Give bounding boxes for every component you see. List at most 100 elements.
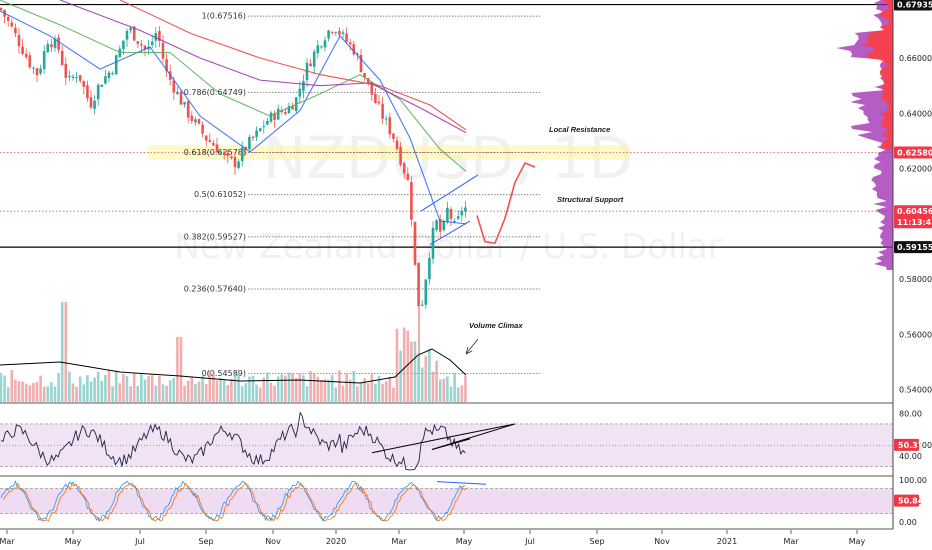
- sma-50-line[interactable]: [0, 0, 467, 172]
- candle[interactable]: [10, 18, 14, 29]
- candle[interactable]: [186, 99, 190, 124]
- candle[interactable]: [323, 36, 327, 52]
- sma-20-line[interactable]: [0, 10, 467, 225]
- candle[interactable]: [348, 38, 352, 51]
- candle[interactable]: [334, 31, 338, 36]
- candle[interactable]: [75, 71, 78, 83]
- price-axis[interactable]: 0.660000.640000.620000.600000.580000.560…: [892, 0, 932, 550]
- candle[interactable]: [464, 201, 467, 218]
- candle[interactable]: [298, 81, 302, 104]
- candle[interactable]: [226, 150, 230, 164]
- candle[interactable]: [345, 27, 348, 44]
- candle[interactable]: [104, 69, 107, 85]
- rsi-divergence-line[interactable]: [371, 438, 441, 454]
- candle[interactable]: [14, 23, 17, 37]
- stochastic-pane[interactable]: [0, 475, 893, 530]
- candle[interactable]: [32, 66, 35, 74]
- candle[interactable]: [3, 9, 6, 24]
- candle[interactable]: [230, 155, 233, 160]
- candle[interactable]: [50, 39, 53, 53]
- candle[interactable]: [150, 34, 154, 49]
- candle[interactable]: [402, 161, 406, 179]
- candle[interactable]: [305, 58, 309, 88]
- candle[interactable]: [107, 70, 111, 82]
- candle[interactable]: [399, 142, 402, 167]
- candle[interactable]: [125, 28, 129, 47]
- candle[interactable]: [395, 136, 399, 151]
- candle[interactable]: [136, 41, 140, 49]
- candle[interactable]: [46, 40, 50, 53]
- time-axis[interactable]: Mar May Jul Sep Nov 2020 Mar May Jul Sep Nov 2021 Ma…: [0, 530, 932, 550]
- candle[interactable]: [269, 110, 273, 124]
- candle[interactable]: [248, 134, 251, 152]
- candle[interactable]: [320, 45, 323, 50]
- candle[interactable]: [28, 51, 32, 70]
- candle[interactable]: [215, 137, 219, 153]
- candle[interactable]: [35, 67, 39, 83]
- candle[interactable]: [57, 33, 60, 54]
- candle[interactable]: [356, 52, 359, 61]
- candle[interactable]: [309, 58, 312, 67]
- candle[interactable]: [111, 71, 114, 76]
- candle[interactable]: [316, 40, 320, 59]
- candle[interactable]: [428, 252, 431, 285]
- candle[interactable]: [53, 35, 57, 52]
- candle[interactable]: [190, 111, 194, 125]
- candle[interactable]: [24, 48, 28, 60]
- candle[interactable]: [64, 57, 68, 86]
- candle[interactable]: [327, 29, 330, 42]
- candle[interactable]: [302, 74, 305, 99]
- candle[interactable]: [449, 206, 453, 227]
- candle[interactable]: [374, 87, 377, 104]
- candle[interactable]: [86, 80, 89, 102]
- candle[interactable]: [258, 127, 262, 133]
- stoch-divergence-line[interactable]: [436, 481, 487, 485]
- candle[interactable]: [82, 80, 86, 95]
- candle[interactable]: [197, 118, 201, 125]
- candle[interactable]: [352, 40, 356, 57]
- candle[interactable]: [262, 120, 266, 134]
- candle[interactable]: [251, 135, 255, 142]
- candle[interactable]: [89, 90, 93, 110]
- candle[interactable]: [78, 74, 82, 84]
- candle[interactable]: [330, 30, 334, 35]
- candle[interactable]: [384, 115, 388, 126]
- candle[interactable]: [42, 45, 46, 74]
- wedge-upper-line[interactable]: [420, 174, 479, 212]
- candle[interactable]: [201, 121, 204, 138]
- candle[interactable]: [71, 74, 75, 81]
- candle[interactable]: [68, 70, 71, 82]
- candle[interactable]: [273, 110, 276, 128]
- candle[interactable]: [438, 214, 442, 238]
- candle[interactable]: [240, 141, 244, 167]
- candle[interactable]: [183, 101, 186, 108]
- sma-200-line[interactable]: [119, 0, 467, 131]
- candle[interactable]: [420, 299, 424, 307]
- candle[interactable]: [255, 126, 258, 142]
- wedge-lower-line[interactable]: [429, 220, 471, 245]
- candle[interactable]: [233, 152, 237, 175]
- rsi-pane[interactable]: [0, 402, 893, 471]
- candle[interactable]: [456, 210, 460, 221]
- candle[interactable]: [100, 84, 104, 87]
- candle[interactable]: [6, 14, 10, 27]
- candle[interactable]: [60, 45, 64, 67]
- candle[interactable]: [176, 86, 179, 96]
- candle[interactable]: [460, 206, 464, 222]
- candle[interactable]: [204, 135, 208, 147]
- sma-100-line[interactable]: [59, 0, 467, 134]
- candle[interactable]: [158, 26, 161, 48]
- candle[interactable]: [392, 132, 395, 143]
- candle[interactable]: [93, 95, 96, 115]
- candle[interactable]: [413, 221, 417, 267]
- price-pane[interactable]: 1(0.67516) 0.786(0.64749) 0.618(0.62578) 0.…: [0, 0, 893, 378]
- candle[interactable]: [381, 96, 384, 124]
- candle[interactable]: [194, 116, 197, 126]
- candle[interactable]: [435, 219, 438, 233]
- candle[interactable]: [237, 159, 240, 170]
- candle[interactable]: [222, 150, 226, 160]
- candle[interactable]: [39, 64, 42, 76]
- candle[interactable]: [143, 44, 147, 57]
- candle[interactable]: [17, 27, 21, 54]
